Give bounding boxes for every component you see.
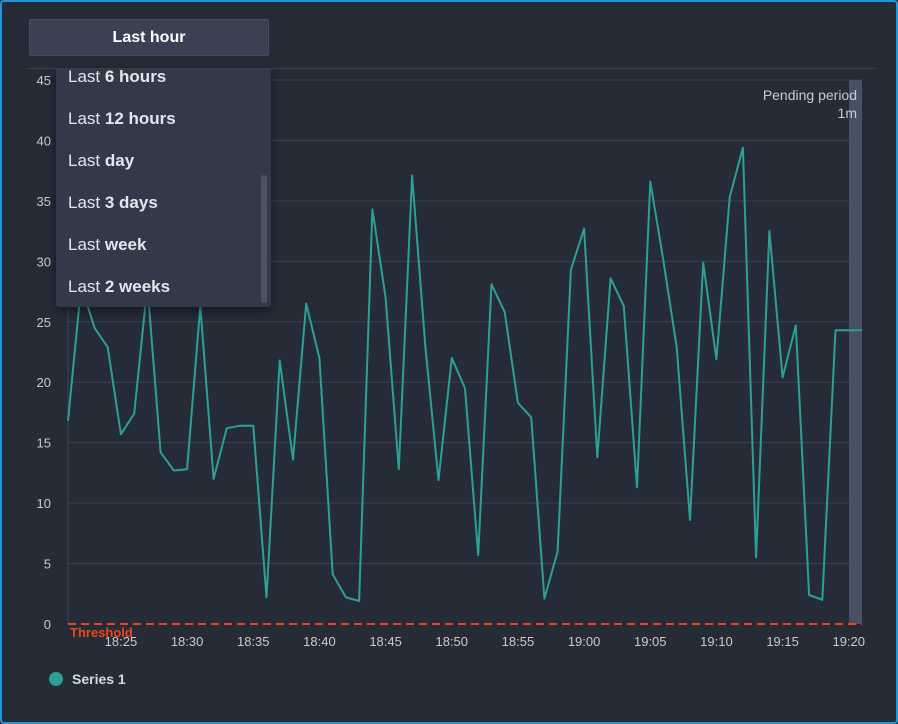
x-tick-label: 18:25 xyxy=(105,634,138,649)
time-range-dropdown: Last 6 hours Last 12 hours Last day Last… xyxy=(56,69,271,307)
dropdown-item-last-day[interactable]: Last day xyxy=(68,151,135,170)
dropdown-item-last-12-hours[interactable]: Last 12 hours xyxy=(68,109,176,128)
x-tick-label: 19:10 xyxy=(700,634,733,649)
x-tick-label: 19:20 xyxy=(832,634,865,649)
y-tick-label: 45 xyxy=(37,73,51,88)
y-tick-label: 10 xyxy=(37,496,51,511)
dropdown-item-last-week[interactable]: Last week xyxy=(68,235,147,254)
x-axis: 18:25 18:30 18:35 18:40 18:45 18:50 18:55 19:00… xyxy=(105,634,865,649)
x-tick-label: 19:15 xyxy=(766,634,799,649)
legend-series-1-swatch xyxy=(49,672,63,686)
time-range-button[interactable]: Last hour xyxy=(29,19,269,56)
dropdown-item-last-3-days[interactable]: Last 3 days xyxy=(68,193,158,212)
x-tick-label: 18:50 xyxy=(435,634,468,649)
x-tick-label: 19:00 xyxy=(568,634,601,649)
x-tick-label: 19:05 xyxy=(634,634,667,649)
y-axis: 0 5 10 15 20 25 30 35 40 45 xyxy=(37,73,51,632)
x-tick-label: 18:45 xyxy=(369,634,402,649)
header-divider xyxy=(27,68,875,69)
pending-period-title: Pending period xyxy=(763,87,857,103)
pending-period-value: 1m xyxy=(838,105,857,121)
y-tick-label: 20 xyxy=(37,375,51,390)
y-tick-label: 30 xyxy=(37,254,51,269)
y-tick-label: 5 xyxy=(44,557,51,572)
y-tick-label: 40 xyxy=(37,133,51,148)
pending-period-band xyxy=(849,80,862,624)
y-tick-label: 0 xyxy=(44,617,51,632)
x-tick-label: 18:40 xyxy=(303,634,336,649)
y-tick-label: 35 xyxy=(37,194,51,209)
x-tick-label: 18:35 xyxy=(237,634,270,649)
legend: Series 1 xyxy=(49,670,126,688)
dropdown-item-last-6-hours[interactable]: Last 6 hours xyxy=(68,69,167,86)
dropdown-scrollbar[interactable] xyxy=(261,175,267,303)
x-tick-label: 18:55 xyxy=(502,634,535,649)
y-tick-label: 25 xyxy=(37,315,51,330)
y-tick-label: 15 xyxy=(37,436,51,451)
legend-series-1-label[interactable]: Series 1 xyxy=(72,671,126,687)
threshold-label: Threshold xyxy=(70,625,133,640)
x-tick-label: 18:30 xyxy=(171,634,204,649)
dropdown-item-last-2-weeks[interactable]: Last 2 weeks xyxy=(68,277,171,296)
